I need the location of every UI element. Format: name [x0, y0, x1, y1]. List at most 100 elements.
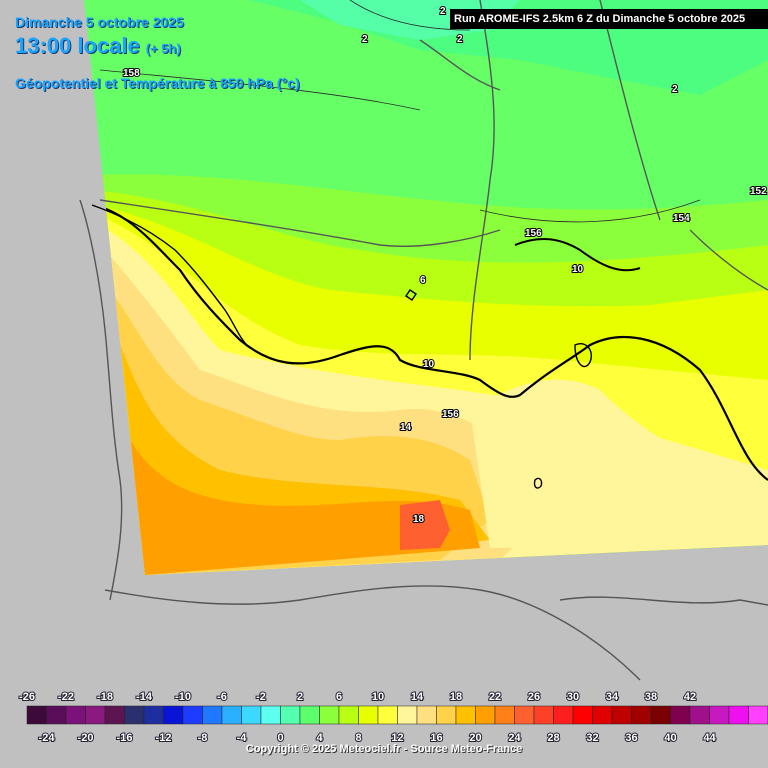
forecast-date: Dimanche 5 octobre 2025 — [15, 14, 184, 30]
forecast-step: (+ 5h) — [145, 41, 181, 56]
legend-swatch — [475, 705, 496, 725]
legend-tick-label: 32 — [586, 732, 598, 744]
legend-swatch — [514, 705, 535, 725]
legend-tick-label: 16 — [430, 732, 442, 744]
legend-tick-label: 30 — [567, 691, 579, 703]
contour-label: 6 — [420, 275, 426, 286]
legend-tick-label: 40 — [664, 732, 676, 744]
legend-tick-label: -16 — [117, 732, 133, 744]
legend-swatch — [280, 705, 301, 725]
legend-tick-label: 6 — [336, 691, 342, 703]
legend-tick-label: -24 — [39, 732, 56, 744]
contour-label: 154 — [673, 213, 690, 224]
run-info-banner: Run AROME-IFS 2.5km 6 Z du Dimanche 5 oc… — [450, 9, 768, 29]
legend-tick-label: 4 — [316, 732, 323, 744]
legend-tick-label: -26 — [19, 691, 35, 703]
legend-tick-label: 14 — [411, 691, 424, 703]
legend-swatch — [709, 705, 730, 725]
contour-label: 2 — [672, 84, 678, 95]
contour-label: 158 — [123, 68, 140, 79]
legend-tick-label: -6 — [217, 691, 227, 703]
forecast-time-text: 13:00 locale — [15, 33, 140, 58]
legend-tick-label: 18 — [450, 691, 462, 703]
legend-swatch — [533, 705, 554, 725]
legend-swatch — [592, 705, 613, 725]
legend-swatch — [572, 705, 593, 725]
contour-label: 2 — [440, 6, 446, 17]
legend-swatch — [748, 705, 768, 725]
legend-swatch — [182, 705, 203, 725]
legend-tick-label: -12 — [156, 732, 172, 744]
legend-swatch — [631, 705, 652, 725]
legend-swatch — [163, 705, 184, 725]
legend-tick-label: -14 — [136, 691, 153, 703]
legend-tick-label: 22 — [489, 691, 501, 703]
legend-tick-label: -8 — [198, 732, 208, 744]
forecast-time: 13:00 locale (+ 5h) — [15, 33, 181, 59]
color-legend: -26 -22 -18 -14 -10 -6 -2 2 6 10 14 18 22 26 30 34 38 42-… — [18, 690, 768, 745]
legend-tick-label: 34 — [606, 691, 619, 703]
legend-swatch — [494, 705, 515, 725]
legend-swatch — [221, 705, 242, 725]
legend-tick-label: -2 — [256, 691, 266, 703]
legend-swatch — [455, 705, 476, 725]
contour-label: 2 — [362, 34, 368, 45]
legend-tick-label: -18 — [97, 691, 113, 703]
legend-tick-label: -4 — [237, 732, 248, 744]
legend-swatch — [143, 705, 164, 725]
legend-swatch — [650, 705, 671, 725]
legend-swatch — [416, 705, 437, 725]
legend-swatch — [377, 705, 398, 725]
legend-swatch — [358, 705, 379, 725]
legend-swatch — [319, 705, 340, 725]
legend-tick-label: 10 — [372, 691, 384, 703]
legend-swatch — [104, 705, 125, 725]
legend-swatch — [611, 705, 632, 725]
legend-tick-label: 38 — [645, 691, 657, 703]
legend-tick-label: 0 — [277, 732, 283, 744]
legend-swatch — [397, 705, 418, 725]
legend-swatch — [241, 705, 262, 725]
contour-label: 10 — [572, 264, 584, 275]
legend-tick-label: -22 — [58, 691, 74, 703]
legend-tick-label: 44 — [703, 732, 716, 744]
contour-label: 14 — [400, 422, 412, 433]
legend-swatch — [85, 705, 106, 725]
legend-swatch — [46, 705, 67, 725]
legend-swatch — [670, 705, 691, 725]
legend-swatch — [338, 705, 359, 725]
legend-tick-label: 28 — [547, 732, 559, 744]
copyright: Copyright © 2025 Meteociel.fr - Source M… — [245, 743, 523, 755]
contour-label: 152 — [750, 186, 767, 197]
legend-swatch — [299, 705, 320, 725]
legend-tick-label: 42 — [684, 691, 696, 703]
legend-tick-label: 26 — [528, 691, 540, 703]
borders — [79, 0, 768, 681]
legend-swatch — [728, 705, 749, 725]
legend-swatch — [689, 705, 710, 725]
parameter-title: Géopotentiel et Température à 850 hPa (°… — [15, 75, 300, 91]
legend-swatch — [65, 705, 86, 725]
legend-tick-label: 24 — [508, 732, 521, 744]
legend-swatch — [260, 705, 281, 725]
legend-tick-label: -20 — [78, 732, 94, 744]
legend-tick-label: 2 — [297, 691, 303, 703]
legend-tick-label: -10 — [175, 691, 191, 703]
legend-tick-label: 8 — [355, 732, 361, 744]
legend-swatch — [26, 705, 47, 725]
legend-swatch — [202, 705, 223, 725]
legend-swatch — [124, 705, 145, 725]
contour-label: 2 — [457, 34, 463, 45]
contour-label: 156 — [525, 228, 542, 239]
contour-label: 156 — [442, 409, 459, 420]
legend-tick-label: 12 — [391, 732, 403, 744]
contour-label: 18 — [413, 514, 425, 525]
legend-tick-label: 20 — [469, 732, 481, 744]
coast-outline — [91, 204, 592, 489]
legend-swatch — [436, 705, 457, 725]
legend-tick-label: 36 — [625, 732, 637, 744]
contour-label: 10 — [423, 359, 435, 370]
legend-swatch — [553, 705, 574, 725]
